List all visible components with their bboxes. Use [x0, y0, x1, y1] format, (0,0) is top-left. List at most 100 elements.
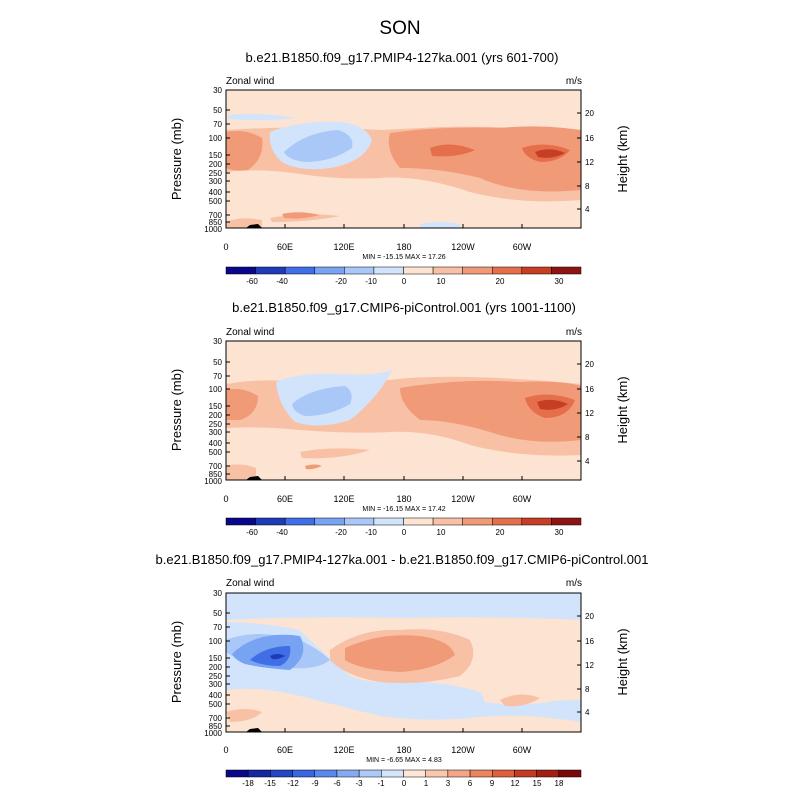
svg-text:200: 200	[209, 411, 223, 420]
colorbar-swatch	[314, 517, 345, 526]
svg-text:12: 12	[585, 158, 594, 167]
panel-1-variable: Zonal wind	[226, 76, 274, 87]
svg-text:12: 12	[585, 409, 594, 418]
panel-2-x-ticks: 0 60E 120E 180 120W 60W	[223, 476, 532, 504]
svg-text:100: 100	[209, 134, 223, 143]
panel-1-stats: MIN = -15.15 MAX = 17.26	[362, 254, 445, 261]
colorbar-swatch	[536, 769, 560, 778]
panel-2-colorbar	[225, 517, 582, 526]
svg-text:-15: -15	[264, 779, 276, 788]
svg-text:120E: 120E	[333, 242, 354, 252]
svg-text:30: 30	[213, 589, 222, 598]
colorbar-swatch	[469, 769, 493, 778]
svg-text:4: 4	[585, 205, 590, 214]
panel-3-field	[226, 593, 581, 732]
panel-1-ylabel-right: Height (km)	[615, 125, 630, 192]
svg-text:16: 16	[585, 134, 594, 143]
svg-text:30: 30	[555, 277, 564, 286]
svg-text:120W: 120W	[451, 494, 475, 504]
svg-text:-6: -6	[333, 779, 341, 788]
panel-1-right-ticks: 20 16 12 8 4	[577, 109, 594, 214]
colorbar-swatch	[358, 769, 382, 778]
svg-text:20: 20	[585, 360, 594, 369]
colorbar-swatch	[225, 769, 249, 778]
svg-text:12: 12	[585, 661, 594, 670]
svg-text:-12: -12	[287, 779, 299, 788]
svg-text:-18: -18	[242, 779, 254, 788]
svg-text:400: 400	[209, 188, 223, 197]
svg-text:250: 250	[209, 420, 223, 429]
colorbar-swatch	[521, 266, 552, 275]
svg-text:1000: 1000	[204, 729, 222, 738]
panel-2: b.e21.B1850.f09_g17.CMIP6-piControl.001 …	[169, 300, 630, 537]
panel-1-colorbar	[225, 266, 582, 275]
svg-text:15: 15	[533, 779, 542, 788]
panel-3-colorbar	[225, 769, 582, 778]
panel-3-colorbar-labels: -18 -15 -12 -9 -6 -3 -1 0 1 3 6 9 12 15 …	[242, 779, 564, 788]
panel-1-title: b.e21.B1850.f09_g17.PMIP4-127ka.001 (yrs…	[246, 50, 559, 65]
panel-2-field	[226, 341, 581, 480]
svg-text:0: 0	[402, 528, 407, 537]
svg-text:6: 6	[468, 779, 473, 788]
colorbar-swatch	[514, 769, 537, 778]
svg-text:-20: -20	[335, 277, 347, 286]
svg-text:100: 100	[209, 385, 223, 394]
panel-2-ylabel: Pressure (mb)	[169, 369, 184, 451]
svg-text:9: 9	[490, 779, 495, 788]
svg-text:0: 0	[223, 242, 228, 252]
colorbar-swatch	[373, 517, 404, 526]
svg-text:50: 50	[213, 609, 222, 618]
colorbar-swatch	[373, 266, 404, 275]
panel-2-right-ticks: 20 16 12 8 4	[577, 360, 594, 466]
panel-3-ylabel: Pressure (mb)	[169, 621, 184, 703]
svg-text:700: 700	[209, 211, 223, 220]
panel-2-ylabel-right: Height (km)	[615, 376, 630, 443]
panel-1: b.e21.B1850.f09_g17.PMIP4-127ka.001 (yrs…	[169, 50, 630, 286]
svg-text:180: 180	[396, 745, 411, 755]
colorbar-swatch	[344, 517, 375, 526]
svg-text:10: 10	[437, 277, 446, 286]
svg-text:-60: -60	[246, 277, 258, 286]
panel-3-units: m/s	[566, 578, 582, 589]
svg-text:-1: -1	[377, 779, 385, 788]
colorbar-swatch	[314, 266, 345, 275]
colorbar-swatch	[462, 517, 493, 526]
colorbar-swatch	[247, 769, 271, 778]
svg-text:1: 1	[424, 779, 429, 788]
svg-text:120W: 120W	[451, 242, 475, 252]
colorbar-swatch	[492, 517, 523, 526]
svg-text:20: 20	[585, 109, 594, 118]
svg-text:20: 20	[496, 277, 505, 286]
panel-1-field	[226, 90, 581, 228]
figure-title: SON	[379, 18, 420, 39]
svg-text:150: 150	[209, 151, 223, 160]
svg-text:300: 300	[209, 428, 223, 437]
colorbar-swatch	[403, 517, 434, 526]
colorbar-swatch	[292, 769, 315, 778]
panel-3-stats: MIN = -6.65 MAX = 4.83	[366, 757, 442, 764]
svg-text:0: 0	[223, 494, 228, 504]
svg-text:200: 200	[209, 160, 223, 169]
svg-text:70: 70	[213, 120, 222, 129]
svg-text:400: 400	[209, 439, 223, 448]
svg-text:60E: 60E	[277, 242, 293, 252]
svg-text:-10: -10	[365, 528, 377, 537]
svg-text:180: 180	[396, 494, 411, 504]
svg-text:16: 16	[585, 385, 594, 394]
svg-text:120E: 120E	[333, 745, 354, 755]
svg-text:70: 70	[213, 623, 222, 632]
panel-3-ylabel-right: Height (km)	[615, 628, 630, 695]
svg-text:150: 150	[209, 402, 223, 411]
colorbar-swatch	[381, 769, 404, 778]
colorbar-swatch	[432, 266, 463, 275]
svg-text:12: 12	[511, 779, 520, 788]
svg-text:20: 20	[496, 528, 505, 537]
svg-text:400: 400	[209, 691, 223, 700]
svg-text:8: 8	[585, 182, 590, 191]
svg-text:-40: -40	[276, 528, 288, 537]
panel-1-y-ticks: 30 50 70 100 150 200 250 300 400 500 700…	[204, 86, 230, 234]
panel-3-title: b.e21.B1850.f09_g17.PMIP4-127ka.001 - b.…	[156, 552, 649, 567]
svg-text:-20: -20	[335, 528, 347, 537]
colorbar-swatch	[225, 266, 256, 275]
svg-text:500: 500	[209, 197, 223, 206]
